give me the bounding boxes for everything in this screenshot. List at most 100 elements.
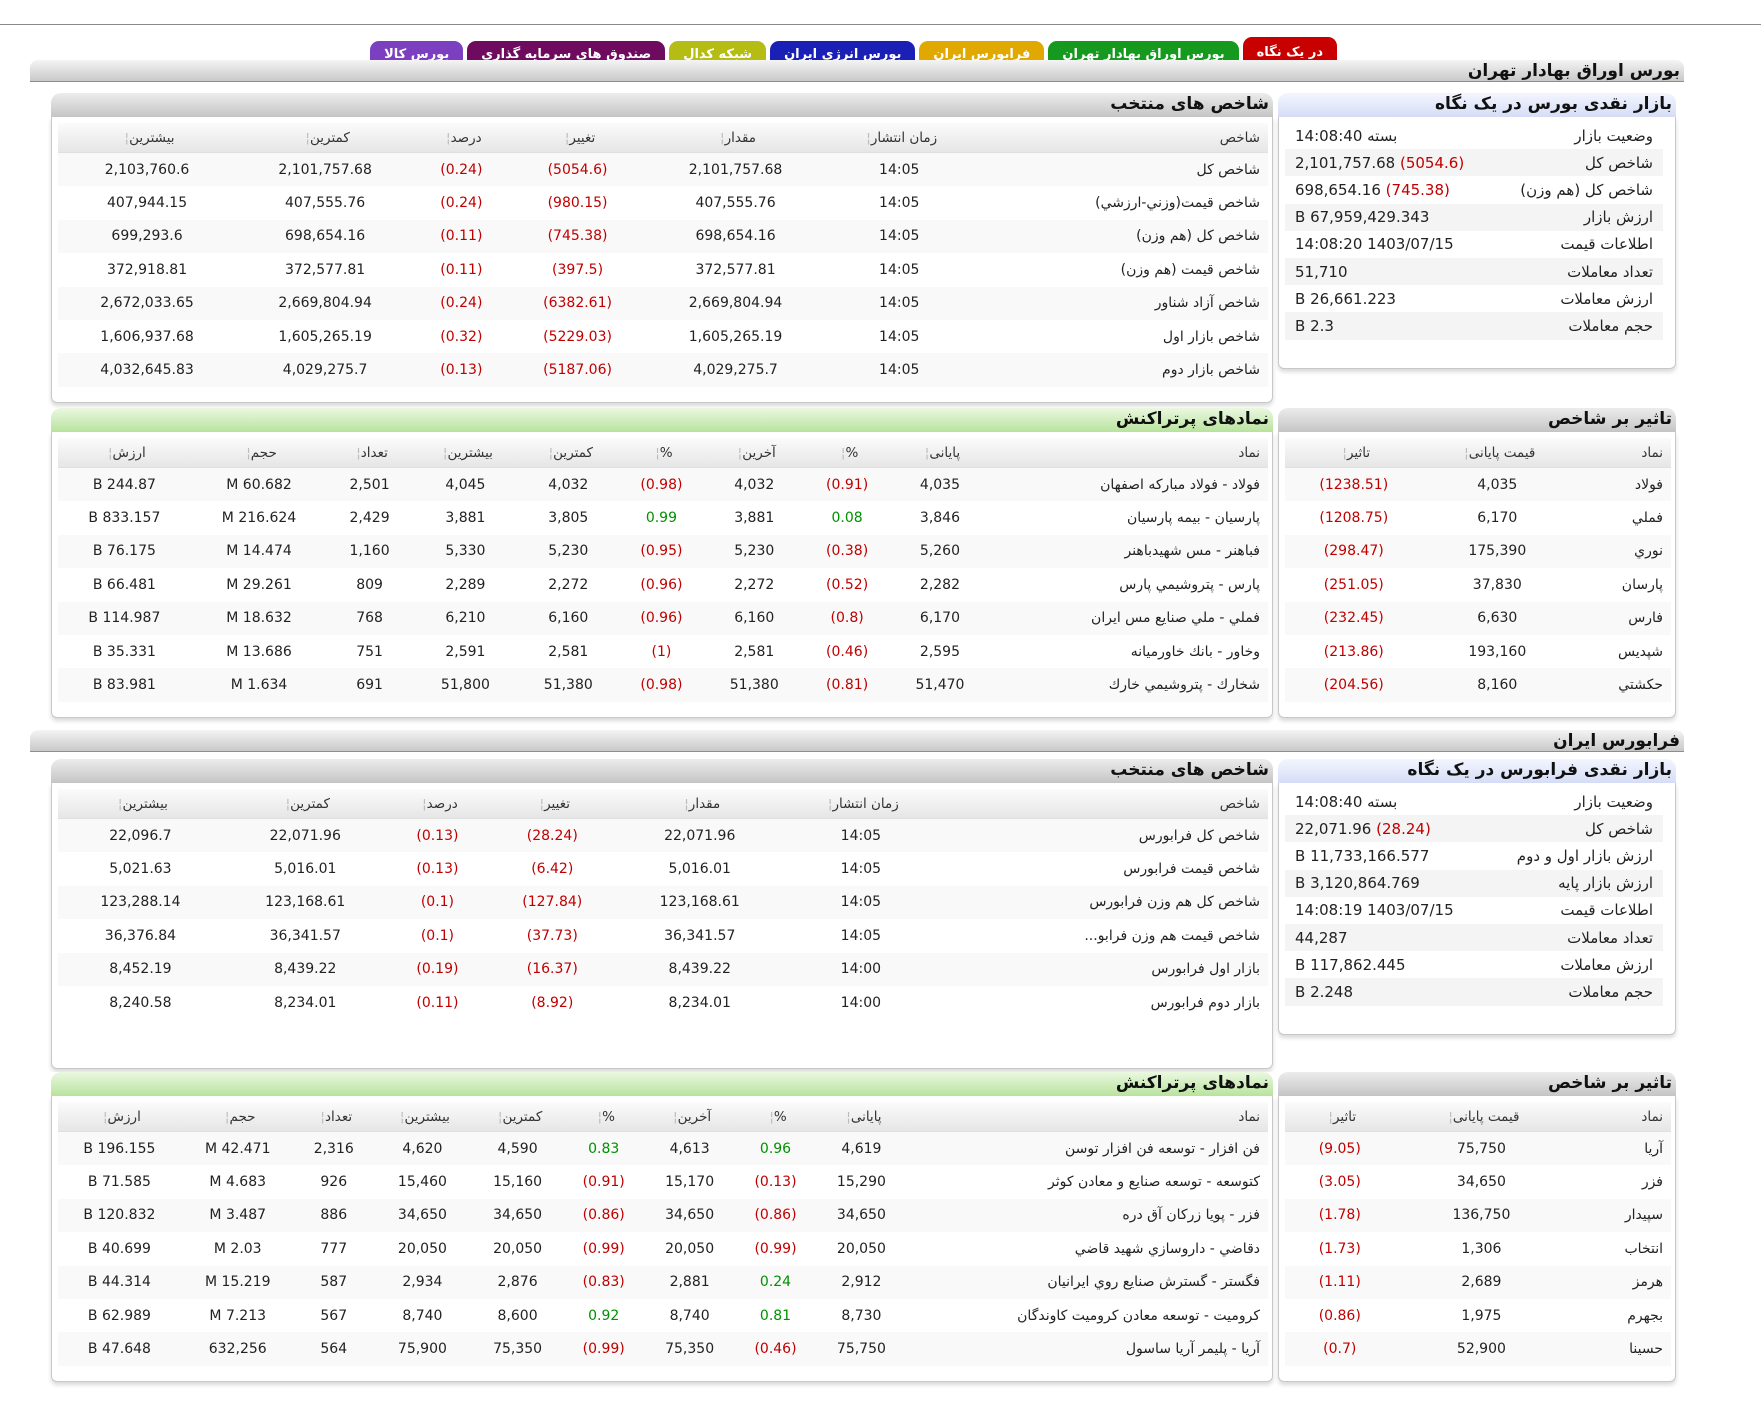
column-header[interactable]: %¦ — [734, 1102, 817, 1132]
table-row[interactable]: انتخاب 1,306 (1.73) — [1285, 1232, 1671, 1265]
column-header[interactable]: بیشترین¦ — [58, 123, 237, 153]
column-header[interactable]: %¦ — [563, 1102, 645, 1132]
row-name-cell[interactable]: حكشتي — [1572, 668, 1671, 702]
table-row[interactable]: شپديس 193,160 (213.86) — [1285, 635, 1671, 668]
table-row[interactable]: پارس - پتروشيمي پارس 2,282 (0.52) 2,272 (0.9… — [58, 568, 1268, 601]
column-header[interactable]: مقدار¦ — [646, 123, 825, 153]
row-name-cell[interactable]: فگستر - گسترش صنايع روي ايرانيان — [906, 1265, 1268, 1299]
table-row[interactable]: پارسان 37,830 (251.05) — [1285, 568, 1671, 601]
row-name-cell[interactable]: شاخص قیمت هم وزن فرابو... — [1084, 927, 1260, 944]
row-name-cell[interactable]: نوري — [1572, 534, 1671, 569]
table-row[interactable]: شاخص بازار دوم 14:05 4,029,275.7 (5187.06)(… — [58, 353, 1268, 387]
column-header[interactable]: تاثیر¦ — [1285, 438, 1423, 468]
table-row[interactable]: فزر - پويا زركان آق دره 34,650 (0.86) 34,65… — [58, 1198, 1268, 1233]
column-header[interactable]: نماد — [1572, 438, 1671, 468]
row-name-cell[interactable]: فارس — [1572, 601, 1671, 635]
table-row[interactable]: شاخص آزاد شناور 14:05 2,669,804.94 (6382.61… — [58, 286, 1268, 320]
column-header[interactable]: تعداد¦ — [294, 1102, 373, 1132]
row-name-cell[interactable]: كتوسعه - توسعه صنايع و معادن كوثر — [1047, 1174, 1260, 1191]
column-header[interactable]: %¦ — [803, 438, 891, 468]
table-row[interactable]: پارسيان - بيمه پارسيان 3,846 0.08 3,881 0.99… — [58, 501, 1268, 534]
row-name-cell[interactable]: فولاد — [1572, 467, 1671, 502]
column-header[interactable]: قیمت پایانی¦ — [1422, 438, 1573, 468]
row-name-cell[interactable]: فملي — [1631, 510, 1663, 527]
table-row[interactable]: فن افزار - توسعه فن افزار توسن 4,619 0.96 4… — [58, 1131, 1268, 1166]
table-row[interactable]: شاخص كل (هم وزن) 14:05 698,654.16 (745.38)(… — [58, 219, 1268, 254]
table-row[interactable]: فولاد - فولاد مباركه اصفهان 4,035 (0.91) 4,… — [58, 467, 1268, 502]
column-header[interactable]: شاخص — [973, 123, 1268, 153]
row-name-cell[interactable]: شاخص آزاد شناور — [973, 286, 1268, 320]
row-name-cell[interactable]: پارسيان - بيمه پارسيان — [1127, 510, 1260, 527]
row-name-cell[interactable]: شاخص کل هم وزن فرابورس — [939, 885, 1268, 920]
table-row[interactable]: آريا - پليمر آريا ساسول 75,750 (0.46) 75,35… — [58, 1332, 1268, 1366]
row-name-cell[interactable]: آريا — [1568, 1131, 1671, 1166]
table-row[interactable]: شاخص قیمت هم وزن فرابو... 14:05 36,341.57 (… — [58, 919, 1268, 952]
column-header[interactable]: زمان انتشار¦ — [824, 123, 974, 153]
table-row[interactable]: شاخص كل فرابورس 14:05 22,071.96 (28.24) (0.1… — [58, 818, 1268, 853]
column-header[interactable]: آخرین¦ — [705, 438, 804, 468]
row-name-cell[interactable]: سپيدار — [1568, 1198, 1671, 1233]
column-header[interactable]: تاثیر¦ — [1285, 1102, 1395, 1132]
table-row[interactable]: فگستر - گسترش صنايع روي ايرانيان 2,912 0.2… — [58, 1265, 1268, 1299]
column-header[interactable]: بیشترین¦ — [372, 1102, 472, 1132]
row-name-cell[interactable]: شاخص قیمت فرابورس — [1123, 861, 1260, 878]
column-header[interactable]: کمترین¦ — [222, 789, 388, 819]
table-row[interactable]: بجهرم 1,975 (0.86) — [1285, 1299, 1671, 1332]
row-name-cell[interactable]: فملي - ملي صنايع مس ايران — [988, 601, 1268, 635]
table-row[interactable]: بازار اول فرابورس 14:00 8,439.22 (16.37) (0.… — [58, 952, 1268, 986]
column-header[interactable]: درصد¦ — [387, 789, 488, 819]
column-header[interactable]: کمترین¦ — [236, 123, 415, 153]
row-name-cell[interactable]: بجهرم — [1627, 1307, 1663, 1324]
row-name-cell[interactable]: فباهنر - مس شهيدباهنر — [988, 534, 1268, 569]
table-row[interactable]: حكشتي 8,160 (204.56) — [1285, 668, 1671, 702]
column-header[interactable]: حجم¦ — [190, 438, 328, 468]
column-header[interactable]: بیشترین¦ — [58, 789, 223, 819]
table-row[interactable]: شاخص قيمت (هم وزن) 14:05 372,577.81 (397.5)… — [58, 253, 1268, 286]
table-row[interactable]: كتوسعه - توسعه صنايع و معادن كوثر 15,290 (… — [58, 1165, 1268, 1198]
column-header[interactable]: %¦ — [617, 438, 706, 468]
row-name-cell[interactable]: حسينا — [1568, 1332, 1671, 1366]
column-header[interactable]: تغییر¦ — [508, 123, 647, 153]
table-row[interactable]: فارس 6,630 (232.45) — [1285, 601, 1671, 635]
column-header[interactable]: پایانی¦ — [890, 438, 989, 468]
table-row[interactable]: فملي 6,170 (1208.75) — [1285, 501, 1671, 534]
column-header[interactable]: شاخص — [939, 789, 1268, 819]
table-row[interactable]: شاخص کل هم وزن فرابورس 14:05 123,168.61 (12… — [58, 885, 1268, 920]
row-name-cell[interactable]: شاخص كل (هم وزن) — [973, 219, 1268, 254]
row-name-cell[interactable]: شاخص كل فرابورس — [939, 818, 1268, 853]
row-name-cell[interactable]: فزر — [1641, 1174, 1663, 1191]
column-header[interactable]: حجم¦ — [180, 1102, 295, 1132]
column-header[interactable]: نماد — [1568, 1102, 1671, 1132]
table-row[interactable]: فباهنر - مس شهيدباهنر 5,260 (0.38) 5,230 (0.… — [58, 534, 1268, 569]
row-name-cell[interactable]: دقاضي - داروسازي شهيد قاضي — [1074, 1240, 1260, 1257]
table-row[interactable]: شاخص قيمت(وزني-ارزشي) 14:05 407,555.76 (980… — [58, 186, 1268, 219]
row-name-cell[interactable]: شاخص بازار اول — [1162, 328, 1260, 345]
row-name-cell[interactable]: شپديس — [1617, 643, 1663, 660]
row-name-cell[interactable]: فن افزار - توسعه فن افزار توسن — [906, 1131, 1268, 1166]
table-row[interactable]: شاخص كل 14:05 2,101,757.68 (5054.6) (0.24) 2,… — [58, 152, 1268, 187]
row-name-cell[interactable]: پارسان — [1621, 576, 1663, 593]
table-row[interactable]: شخارك - پتروشيمي خارك 51,470 (0.81) 51,380(… — [58, 668, 1268, 702]
column-header[interactable]: قیمت پایانی¦ — [1394, 1102, 1569, 1132]
row-name-cell[interactable]: بازار اول فرابورس — [939, 952, 1268, 986]
row-name-cell[interactable]: آريا - پليمر آريا ساسول — [906, 1332, 1268, 1366]
row-name-cell[interactable]: شاخص قيمت(وزني-ارزشي) — [1095, 195, 1260, 212]
table-row[interactable]: فولاد 4,035 (1238.51) — [1285, 467, 1671, 502]
table-row[interactable]: شاخص قیمت فرابورس 14:05 5,016.01 (6.42) (0.1… — [58, 852, 1268, 885]
row-name-cell[interactable]: وخاور - بانك خاورميانه — [1130, 643, 1260, 660]
row-name-cell[interactable]: هرمز — [1568, 1265, 1671, 1299]
row-name-cell[interactable]: فولاد - فولاد مباركه اصفهان — [988, 467, 1268, 502]
column-header[interactable]: تعداد¦ — [327, 438, 412, 468]
row-name-cell[interactable]: شاخص بازار دوم — [973, 353, 1268, 387]
row-name-cell[interactable]: شخارك - پتروشيمي خارك — [988, 668, 1268, 702]
column-header[interactable]: درصد¦ — [414, 123, 509, 153]
row-name-cell[interactable]: شاخص قيمت (هم وزن) — [1120, 261, 1260, 278]
table-row[interactable]: نوري 175,390 (298.47) — [1285, 534, 1671, 569]
column-header[interactable]: بیشترین¦ — [411, 438, 519, 468]
row-name-cell[interactable]: شاخص كل — [973, 152, 1268, 187]
table-row[interactable]: دقاضي - داروسازي شهيد قاضي 20,050 (0.99) 20… — [58, 1232, 1268, 1265]
column-header[interactable]: ارزش¦ — [58, 1102, 181, 1132]
table-row[interactable]: آريا 75,750 (9.05) — [1285, 1131, 1671, 1166]
table-row[interactable]: كروميت - توسعه معادن كروميت كاوندگان 8,73… — [58, 1299, 1268, 1332]
column-header[interactable]: کمترین¦ — [518, 438, 618, 468]
